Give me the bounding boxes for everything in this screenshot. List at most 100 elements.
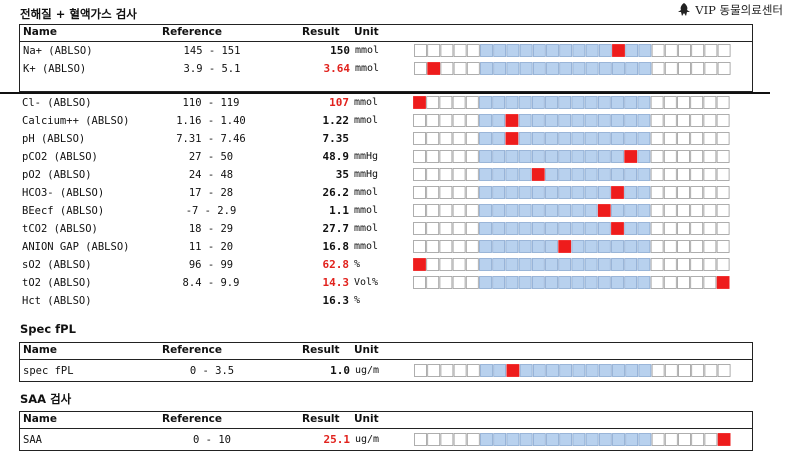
range-cell — [492, 168, 506, 181]
range-cell — [492, 132, 506, 145]
range-cell — [571, 186, 585, 199]
range-cell — [690, 222, 704, 235]
result-marker — [531, 168, 545, 181]
range-cell — [716, 168, 730, 181]
range-cell — [452, 222, 466, 235]
result-unit: mmol — [354, 115, 379, 126]
test-name: K+ (ABLSO) — [23, 63, 87, 75]
range-cell — [440, 433, 454, 446]
range-cell — [479, 204, 492, 217]
range-cell — [650, 168, 664, 181]
logo-icon — [678, 3, 691, 16]
range-cell — [439, 240, 453, 253]
test-name: Calcium++ (ABLSO) — [22, 115, 130, 127]
range-cell — [650, 114, 664, 127]
range-cell — [558, 150, 572, 163]
range-cell — [427, 433, 441, 446]
range-cell — [558, 258, 572, 271]
reference-range: -7 - 2.9 — [185, 205, 237, 217]
range-cell — [558, 114, 572, 127]
range-cell — [452, 114, 466, 127]
range-cell — [545, 168, 558, 181]
range-cell — [518, 168, 532, 181]
result-row: sO2 (ABLSO) 96 - 99 62.8% — [19, 256, 753, 274]
range-cell — [572, 62, 586, 75]
range-cell — [611, 132, 624, 145]
range-cell — [453, 433, 467, 446]
range-cell — [414, 433, 427, 446]
result-marker — [717, 433, 731, 446]
range-cell — [480, 433, 493, 446]
range-cell — [426, 114, 440, 127]
range-cell — [678, 433, 691, 446]
range-cell — [651, 44, 665, 57]
result-value: 1.22 — [322, 114, 350, 127]
range-cell — [704, 364, 718, 377]
range-cell — [479, 186, 492, 199]
range-cell — [426, 96, 440, 109]
range-cell — [572, 364, 586, 377]
range-cell — [625, 364, 639, 377]
range-cell — [637, 168, 651, 181]
range-cell — [439, 222, 453, 235]
range-cell — [531, 132, 545, 145]
result-value: 27.7 — [322, 222, 350, 235]
range-cell — [716, 204, 730, 217]
range-cell — [703, 114, 717, 127]
range-cell — [506, 62, 520, 75]
range-cell — [439, 168, 453, 181]
range-cell — [664, 433, 678, 446]
range-cell — [531, 276, 545, 289]
result-unit: mmol — [354, 205, 379, 216]
range-cell — [597, 114, 611, 127]
range-cell — [638, 62, 652, 75]
result-marker — [506, 364, 520, 377]
result-marker — [505, 114, 519, 127]
col-unit: Unit — [354, 26, 379, 38]
range-cell — [585, 364, 599, 377]
range-cell — [625, 62, 639, 75]
result-value: 3.64 — [323, 62, 351, 75]
range-cell — [704, 62, 718, 75]
range-bar — [413, 204, 730, 217]
result-value: 16.3 — [322, 294, 350, 307]
range-cell — [571, 276, 585, 289]
range-bar — [413, 96, 730, 109]
range-cell — [479, 114, 492, 127]
range-cell — [571, 150, 585, 163]
range-cell — [664, 62, 678, 75]
range-cell — [597, 168, 611, 181]
range-cell — [703, 240, 717, 253]
range-cell — [493, 364, 507, 377]
reference-range: 110 - 119 — [182, 97, 240, 109]
range-cell — [465, 96, 479, 109]
result-value: 62.8 — [322, 258, 350, 271]
range-cell — [690, 168, 704, 181]
range-cell — [663, 186, 677, 199]
range-cell — [663, 258, 677, 271]
range-cell — [597, 150, 611, 163]
range-cell — [558, 204, 572, 217]
range-cell — [677, 222, 690, 235]
result-marker — [597, 204, 611, 217]
range-cell — [531, 114, 545, 127]
result-value: 1.0 — [330, 364, 350, 377]
range-cell — [465, 222, 479, 235]
result-value: 150 — [330, 44, 350, 57]
test-name: SAA — [23, 434, 42, 446]
range-cell — [690, 96, 704, 109]
col-name: Name — [23, 413, 57, 425]
range-cell — [703, 96, 717, 109]
range-cell — [452, 150, 466, 163]
result-value: 107 — [329, 96, 349, 109]
test-name: tO2 (ABLSO) — [22, 277, 92, 289]
range-cell — [518, 150, 532, 163]
result-unit: % — [354, 259, 361, 270]
range-cell — [651, 364, 665, 377]
range-cell — [558, 276, 572, 289]
range-cell — [558, 96, 572, 109]
test-name: sO2 (ABLSO) — [22, 259, 92, 271]
result-unit: ug/m — [355, 434, 380, 445]
electrolyte-table-continued: Cl- (ABLSO) 110 - 119 107 mmol Calcium++ (AB… — [19, 94, 753, 314]
range-cell — [717, 364, 731, 377]
